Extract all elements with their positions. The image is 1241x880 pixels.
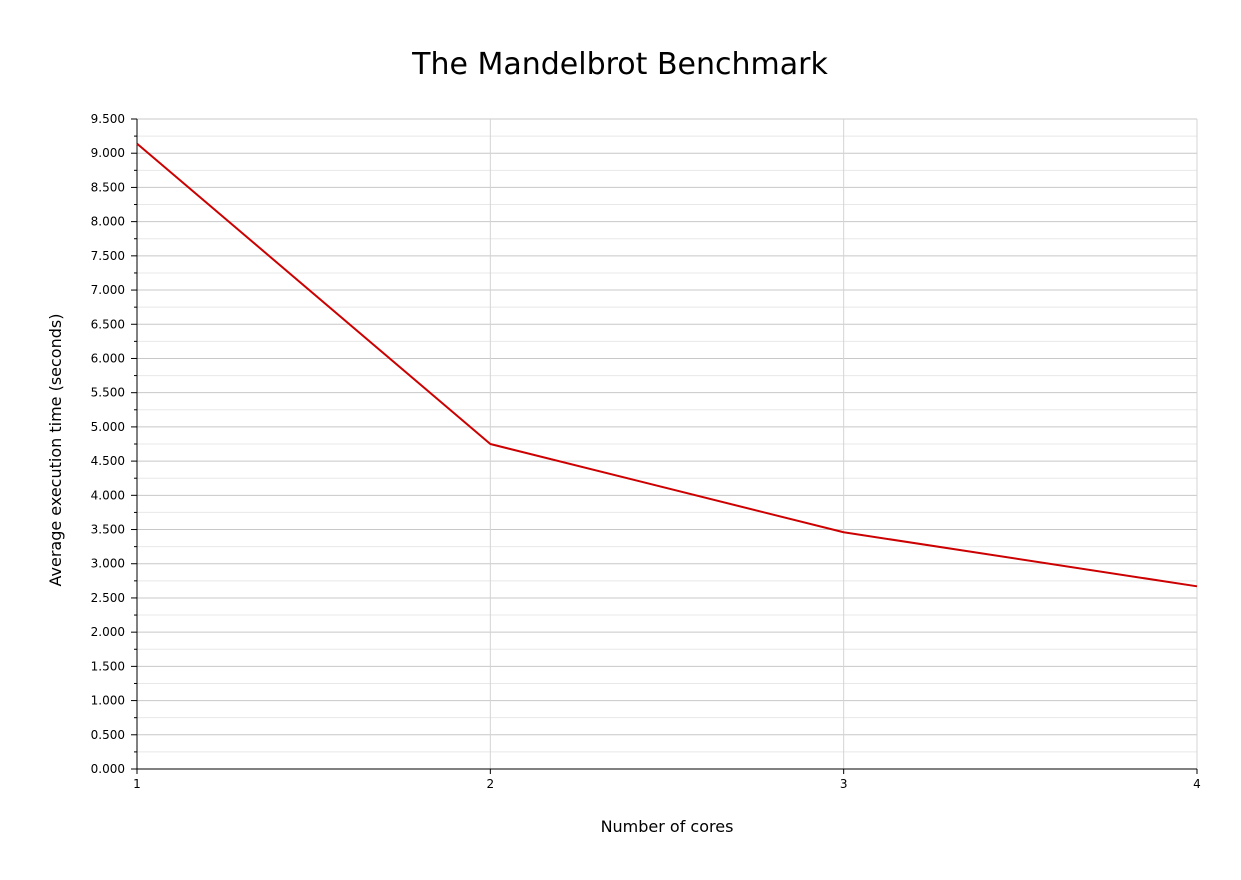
y-tick-label: 2.000 xyxy=(91,625,125,639)
y-axis-label: Average execution time (seconds) xyxy=(46,314,65,587)
y-tick-label: 5.000 xyxy=(91,420,125,434)
y-tick-label: 4.000 xyxy=(91,488,125,502)
x-tick-label: 3 xyxy=(840,777,848,791)
y-tick-label: 2.500 xyxy=(91,591,125,605)
minor-gridlines xyxy=(137,135,1197,753)
y-tick-label: 6.000 xyxy=(91,351,125,365)
y-tick-label: 7.000 xyxy=(91,283,125,297)
x-tick-label: 2 xyxy=(487,777,495,791)
series-line xyxy=(136,142,1198,588)
y-tick-label: 8.000 xyxy=(91,215,125,229)
y-tick-label: 7.500 xyxy=(91,249,125,263)
y-tick-label: 5.500 xyxy=(91,386,125,400)
y-axis-ticks: 0.000 0.500 1.000 1.500 2.000 2.500 3.000 3.500… xyxy=(91,112,137,776)
y-tick-label: 0.500 xyxy=(91,728,125,742)
y-tick-label: 6.500 xyxy=(91,317,125,331)
x-axis-ticks: 1 2 3 4 xyxy=(133,769,1201,791)
y-tick-label: 3.000 xyxy=(91,557,125,571)
major-gridlines xyxy=(137,118,1198,769)
y-tick-label: 0.000 xyxy=(91,762,125,776)
x-axis-label: Number of cores xyxy=(601,817,734,836)
x-tick-label: 1 xyxy=(133,777,141,791)
y-tick-label: 4.500 xyxy=(91,454,125,468)
x-tick-label: 4 xyxy=(1193,777,1201,791)
chart-title: The Mandelbrot Benchmark xyxy=(411,47,828,82)
data-series xyxy=(136,142,1198,588)
y-tick-label: 9.500 xyxy=(91,112,125,126)
y-tick-label: 3.500 xyxy=(91,523,125,537)
y-tick-label: 1.500 xyxy=(91,659,125,673)
y-tick-label: 1.000 xyxy=(91,694,125,708)
y-tick-label: 9.000 xyxy=(91,146,125,160)
y-tick-label: 8.500 xyxy=(91,180,125,194)
